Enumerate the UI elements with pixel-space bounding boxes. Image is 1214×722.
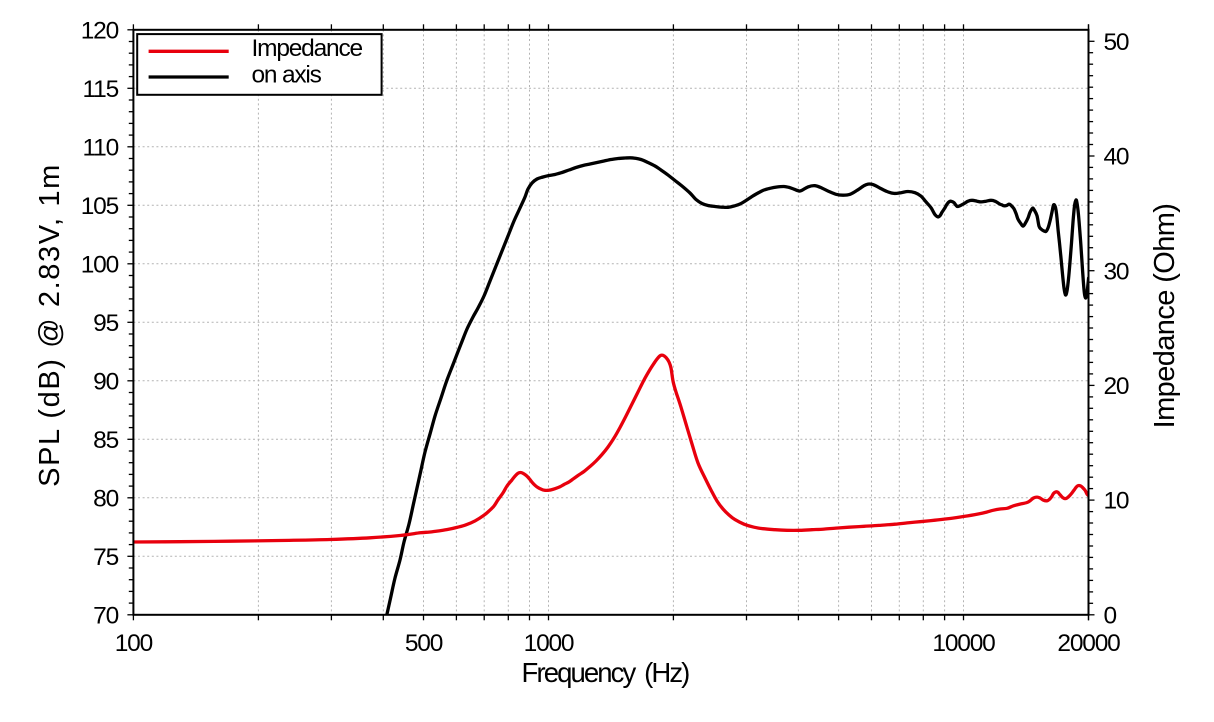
svg-text:Impedance (Ohm): Impedance (Ohm) (1149, 204, 1181, 429)
svg-text:95: 95 (93, 310, 118, 337)
svg-text:100: 100 (115, 630, 153, 657)
svg-text:100: 100 (81, 251, 119, 278)
svg-text:30: 30 (1104, 258, 1129, 285)
svg-text:70: 70 (93, 602, 118, 629)
svg-text:Impedance: Impedance (252, 35, 363, 62)
svg-text:10000: 10000 (932, 630, 995, 657)
svg-text:90: 90 (93, 368, 118, 395)
svg-text:85: 85 (93, 427, 118, 454)
svg-text:120: 120 (81, 17, 119, 44)
svg-text:20000: 20000 (1057, 630, 1120, 657)
svg-text:1000: 1000 (524, 630, 574, 657)
svg-text:110: 110 (83, 134, 119, 161)
svg-text:50: 50 (1104, 29, 1129, 56)
svg-text:on axis: on axis (252, 62, 322, 89)
svg-text:10: 10 (1104, 488, 1129, 515)
svg-text:0: 0 (1104, 602, 1117, 629)
svg-text:Frequency (Hz): Frequency (Hz) (522, 657, 690, 688)
svg-text:75: 75 (93, 544, 118, 571)
svg-text:105: 105 (81, 193, 119, 220)
svg-text:40: 40 (1104, 144, 1129, 171)
svg-text:20: 20 (1104, 373, 1129, 400)
svg-text:80: 80 (93, 485, 118, 512)
svg-text:500: 500 (405, 630, 443, 657)
svg-text:SPL (dB) @ 2.83V, 1m: SPL (dB) @ 2.83V, 1m (34, 163, 66, 487)
svg-text:115: 115 (83, 76, 119, 103)
